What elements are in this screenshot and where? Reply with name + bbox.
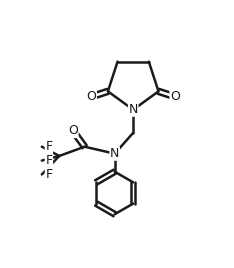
Text: F: F (45, 140, 52, 153)
Text: O: O (68, 125, 78, 137)
Text: O: O (170, 90, 180, 103)
Text: N: N (128, 103, 138, 116)
Text: N: N (110, 147, 119, 160)
Text: O: O (87, 90, 96, 103)
Text: F: F (45, 168, 52, 181)
Text: F: F (45, 154, 52, 167)
